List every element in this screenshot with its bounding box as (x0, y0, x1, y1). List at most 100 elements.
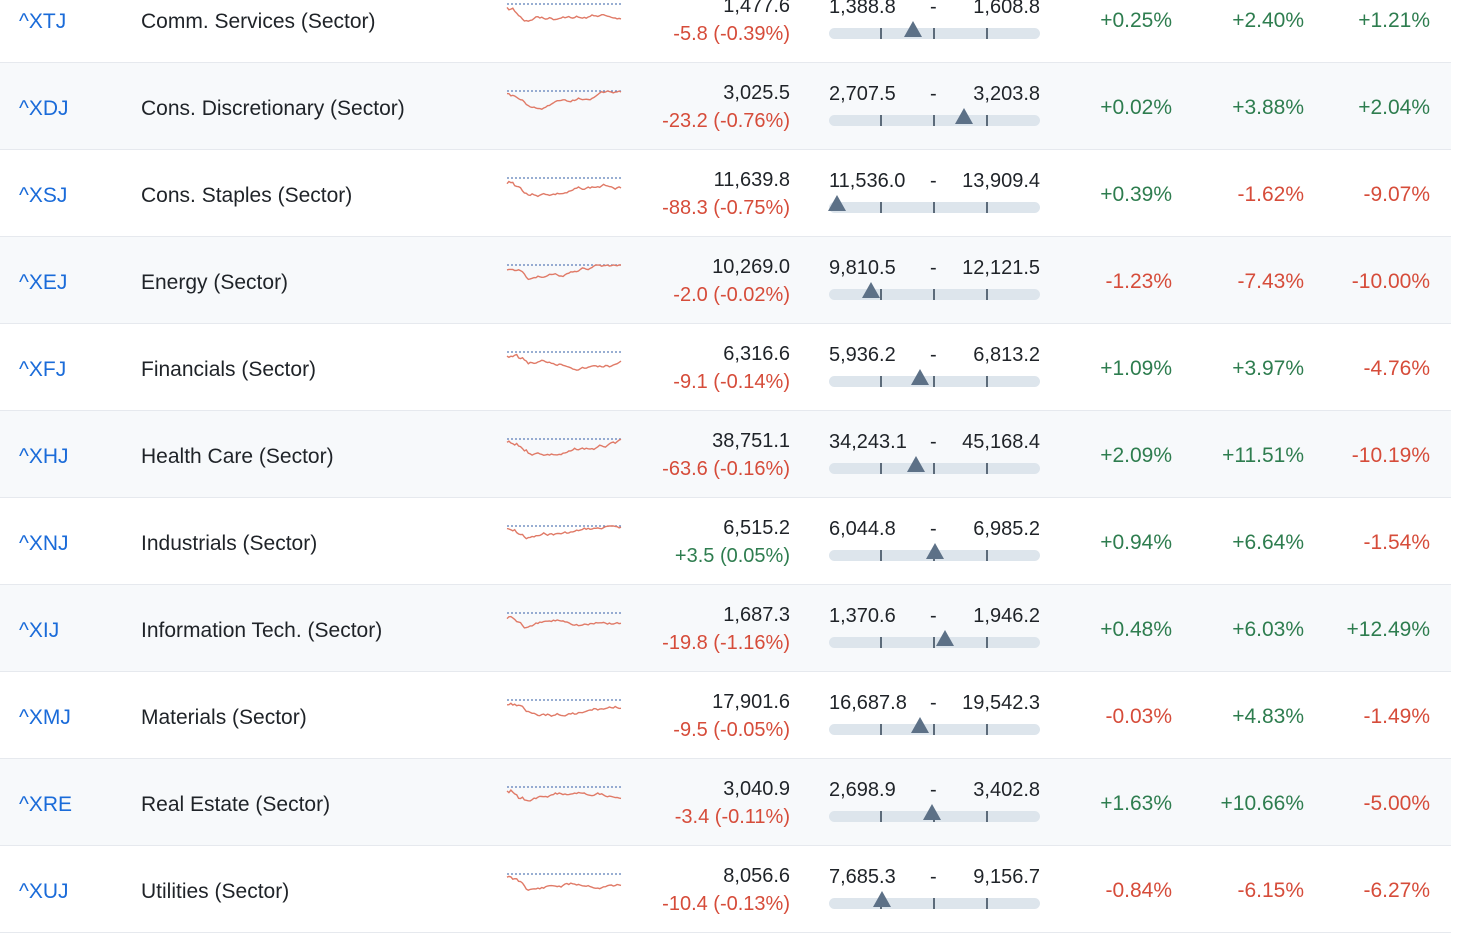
sparkline-chart[interactable] (505, 607, 623, 651)
sparkline-chart[interactable] (505, 259, 623, 303)
price-change: -5.8 (-0.39%) (673, 23, 790, 45)
sparkline-chart[interactable] (505, 346, 623, 390)
range-marker-icon (911, 369, 929, 385)
symbol-link[interactable]: ^XEJ (19, 271, 68, 294)
sector-name: Comm. Services (Sector) (141, 10, 376, 33)
sector-name: Energy (Sector) (141, 271, 289, 294)
sparkline-chart[interactable] (505, 0, 623, 42)
range-low-value: 1,388.8 (829, 0, 896, 18)
sector-name: Real Estate (Sector) (141, 793, 331, 816)
symbol-link[interactable]: ^XNJ (19, 532, 69, 555)
sparkline-chart[interactable] (505, 694, 623, 738)
range-bar (829, 456, 1040, 474)
range-tick (880, 463, 882, 474)
table-row[interactable]: ^XTJ Comm. Services (Sector) 1,477.6 -5.… (0, 0, 1451, 63)
range-high-value: 1,608.8 (973, 0, 1040, 18)
range-tick (933, 724, 935, 735)
range-bar (829, 717, 1040, 735)
range-separator: - (930, 0, 937, 18)
range-separator: - (930, 692, 937, 714)
percent-change-3: -1.49% (1363, 705, 1430, 728)
range-tick (986, 463, 988, 474)
range-tick (933, 115, 935, 126)
table-row[interactable]: ^XFJ Financials (Sector) 6,316.6 -9.1 (-… (0, 324, 1451, 411)
range-tick (986, 115, 988, 126)
sparkline-chart[interactable] (505, 433, 623, 477)
percent-change-2: +11.51% (1222, 444, 1304, 467)
percent-change-1: -0.03% (1105, 705, 1172, 728)
symbol-link[interactable]: ^XSJ (19, 184, 68, 207)
percent-change-1: +1.63% (1100, 792, 1172, 815)
sparkline-series (506, 615, 622, 629)
symbol-link[interactable]: ^XRE (19, 793, 73, 816)
sparkline-chart[interactable] (505, 520, 623, 564)
percent-change-1: +1.09% (1100, 357, 1172, 380)
sparkline-series (506, 353, 622, 371)
sector-name: Information Tech. (Sector) (141, 619, 383, 642)
table-row[interactable]: ^XUJ Utilities (Sector) 8,056.6 -10.4 (-… (0, 846, 1451, 933)
range-marker-icon (904, 21, 922, 37)
table-row[interactable]: ^XSJ Cons. Staples (Sector) 11,639.8 -88… (0, 150, 1451, 237)
range-tick (986, 637, 988, 648)
range-separator: - (930, 83, 937, 105)
range-tick (880, 811, 882, 822)
range-low-value: 7,685.3 (829, 866, 896, 888)
range-tick (986, 28, 988, 39)
percent-change-1: -0.84% (1105, 879, 1172, 902)
percent-change-3: -4.76% (1363, 357, 1430, 380)
percent-change-2: +4.83% (1232, 705, 1304, 728)
symbol-link[interactable]: ^XTJ (19, 10, 67, 33)
sparkline-series (506, 6, 622, 22)
percent-change-2: +3.88% (1232, 96, 1304, 119)
percent-change-3: +1.21% (1358, 9, 1430, 32)
symbol-link[interactable]: ^XFJ (19, 358, 67, 381)
table-row[interactable]: ^XNJ Industrials (Sector) 6,515.2 +3.5 (… (0, 498, 1451, 585)
range-tick (933, 463, 935, 474)
sparkline-series (506, 789, 622, 802)
table-row[interactable]: ^XRE Real Estate (Sector) 3,040.9 -3.4 (… (0, 759, 1451, 846)
percent-change-1: +0.94% (1100, 531, 1172, 554)
last-price: 6,515.2 (723, 517, 790, 539)
table-row[interactable]: ^XEJ Energy (Sector) 10,269.0 -2.0 (-0.0… (0, 237, 1451, 324)
percent-change-2: +6.64% (1232, 531, 1304, 554)
range-low-value: 11,536.0 (829, 170, 906, 192)
sparkline-chart[interactable] (505, 868, 623, 912)
percent-change-1: +0.25% (1100, 9, 1172, 32)
range-tick (933, 376, 935, 387)
percent-change-1: -1.23% (1105, 270, 1172, 293)
symbol-link[interactable]: ^XMJ (19, 706, 71, 729)
range-tick (986, 898, 988, 909)
range-bar (829, 369, 1040, 387)
range-high-value: 3,402.8 (973, 779, 1040, 801)
table-row[interactable]: ^XDJ Cons. Discretionary (Sector) 3,025.… (0, 63, 1451, 150)
sparkline-series (506, 438, 622, 457)
sector-name: Materials (Sector) (141, 706, 307, 729)
table-row[interactable]: ^XMJ Materials (Sector) 17,901.6 -9.5 (-… (0, 672, 1451, 759)
percent-change-3: -10.19% (1351, 444, 1430, 467)
sparkline-chart[interactable] (505, 85, 623, 129)
last-price: 1,687.3 (723, 604, 790, 626)
table-row[interactable]: ^XIJ Information Tech. (Sector) 1,687.3 … (0, 585, 1451, 672)
range-marker-icon (873, 891, 891, 907)
symbol-link[interactable]: ^XUJ (19, 880, 69, 903)
sparkline-chart[interactable] (505, 781, 623, 825)
range-high-value: 6,985.2 (973, 518, 1040, 540)
sector-name: Cons. Staples (Sector) (141, 184, 353, 207)
sparkline-chart[interactable] (505, 172, 623, 216)
last-price: 11,639.8 (713, 169, 790, 191)
percent-change-3: -10.00% (1351, 270, 1430, 293)
range-bar (829, 891, 1040, 909)
sparkline-series (506, 264, 621, 281)
table-row[interactable]: ^XHJ Health Care (Sector) 38,751.1 -63.6… (0, 411, 1451, 498)
range-high-value: 19,542.3 (962, 692, 1040, 714)
range-tick (880, 115, 882, 126)
symbol-link[interactable]: ^XDJ (19, 97, 69, 120)
symbol-link[interactable]: ^XIJ (19, 619, 60, 642)
range-high-value: 12,121.5 (962, 257, 1040, 279)
range-separator: - (930, 518, 937, 540)
symbol-link[interactable]: ^XHJ (19, 445, 69, 468)
range-tick (933, 289, 935, 300)
range-bar (829, 282, 1040, 300)
range-separator: - (930, 257, 937, 279)
